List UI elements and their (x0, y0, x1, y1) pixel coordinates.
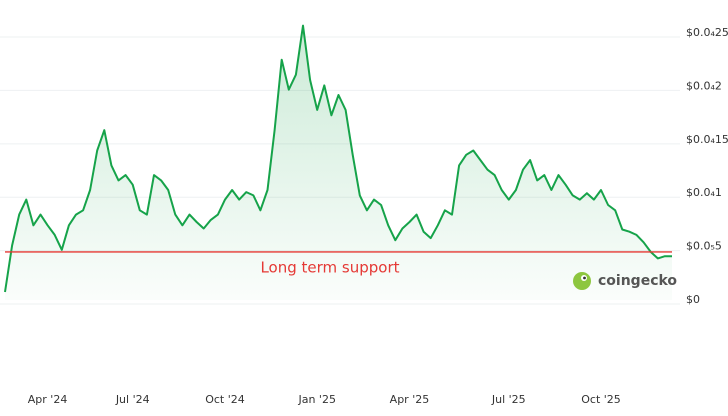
area (5, 25, 672, 300)
x-tick-label: Oct '25 (581, 393, 621, 406)
annotation: Long term support (260, 258, 399, 276)
x-tick-label: Oct '24 (205, 393, 245, 406)
y-tick-label: $0.0₄1 (686, 186, 722, 199)
x-tick-label: Apr '24 (28, 393, 68, 406)
watermark: coingecko (598, 273, 677, 289)
y-tick-label: $0 (686, 293, 700, 306)
x-tick-label: Apr '25 (390, 393, 430, 406)
x-tick-label: Jul '25 (491, 393, 526, 406)
y-tick-label: $0.0₄2 (686, 79, 722, 92)
x-tick-label: Jan '25 (297, 393, 335, 406)
watermark-logo (573, 272, 591, 290)
y-tick-label: $0.0₄25 (686, 26, 728, 39)
x-tick-label: Jul '24 (115, 393, 150, 406)
y-tick-label: $0.0₅5 (686, 240, 722, 253)
price-line (4, 24, 672, 293)
y-tick-label: $0.0₄15 (686, 133, 728, 146)
